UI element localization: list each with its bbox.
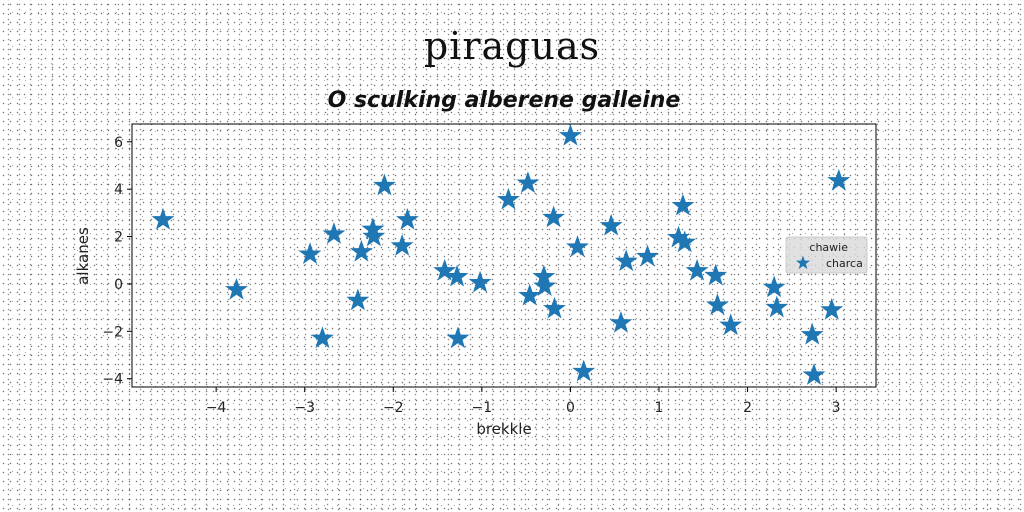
- x-axis-ticks: −4 −3 −2 −1 0 1 2 3: [206, 387, 841, 416]
- y-tick-label: 0: [114, 277, 123, 293]
- data-point: [671, 193, 695, 216]
- data-point: [445, 264, 469, 287]
- data-point: [468, 270, 492, 293]
- legend: chawie charca: [785, 236, 868, 274]
- x-tick-label: 3: [832, 400, 841, 416]
- data-point: [762, 275, 786, 298]
- legend-box: [785, 236, 868, 274]
- x-tick-label: −3: [294, 400, 315, 416]
- legend-star-marker: [795, 255, 811, 270]
- data-point: [433, 258, 457, 281]
- y-tick-label: −4: [102, 372, 123, 388]
- chart-title: O sculking alberene galleine: [327, 88, 681, 113]
- data-point: [446, 326, 470, 349]
- data-point: [543, 296, 566, 319]
- data-point: [706, 293, 729, 315]
- data-point: [396, 207, 419, 230]
- data-point: [225, 277, 248, 300]
- y-tick-label: −2: [102, 324, 123, 340]
- data-point: [685, 258, 709, 281]
- data-point: [636, 244, 659, 267]
- y-axis-label: alkanes: [74, 227, 92, 285]
- x-tick-label: −1: [472, 400, 493, 416]
- data-point: [558, 123, 582, 146]
- data-point: [802, 363, 826, 385]
- data-point: [533, 274, 557, 297]
- data-point: [542, 205, 566, 228]
- data-point: [362, 224, 386, 247]
- x-tick-label: −4: [206, 400, 227, 416]
- y-tick-label: 4: [114, 182, 123, 198]
- data-point: [800, 322, 824, 345]
- x-tick-label: −2: [383, 400, 404, 416]
- data-point: [704, 263, 728, 286]
- x-tick-label: 2: [743, 400, 752, 416]
- x-tick-label: 1: [655, 400, 664, 416]
- data-point: [614, 249, 638, 272]
- data-point: [390, 233, 414, 256]
- data-points: [151, 123, 851, 385]
- data-point: [372, 173, 396, 196]
- legend-entry-label: charca: [826, 257, 863, 270]
- data-point: [349, 239, 373, 262]
- data-point: [310, 326, 334, 349]
- y-tick-label: 6: [114, 135, 123, 151]
- data-point: [298, 242, 322, 265]
- data-point: [566, 235, 589, 257]
- x-axis-label: brekkle: [476, 420, 531, 438]
- data-point: [151, 207, 175, 230]
- data-point: [496, 187, 520, 210]
- data-point: [609, 311, 633, 333]
- data-point: [673, 230, 697, 253]
- data-point: [820, 297, 844, 320]
- data-point: [516, 171, 540, 193]
- y-axis-ticks: −4 −2 0 2 4 6: [102, 135, 132, 388]
- x-tick-label: 0: [566, 400, 575, 416]
- legend-title: chawie: [809, 241, 848, 254]
- data-point: [719, 313, 743, 336]
- data-point: [322, 222, 346, 244]
- data-point: [518, 283, 542, 306]
- y-tick-label: 2: [114, 230, 123, 246]
- figure-suptitle: piraguas: [423, 24, 601, 68]
- data-point: [572, 359, 596, 382]
- data-point: [346, 288, 370, 311]
- data-point: [765, 295, 789, 318]
- data-point: [827, 168, 851, 191]
- data-point: [599, 213, 623, 236]
- plot-frame: [131, 123, 877, 388]
